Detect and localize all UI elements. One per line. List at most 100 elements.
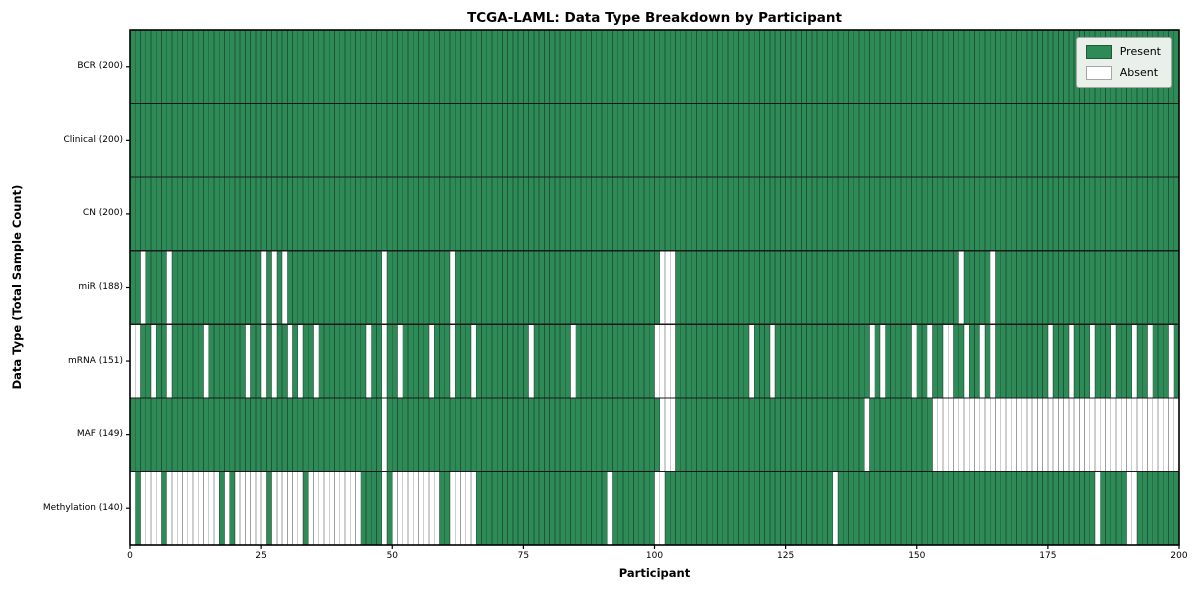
legend-entry-absent: Absent xyxy=(1085,66,1161,80)
absent-cell xyxy=(1110,397,1117,472)
y-tick-label: miR (188) xyxy=(78,282,123,292)
absent-cell xyxy=(832,471,839,545)
absent-cell xyxy=(1131,471,1138,545)
absent-cell xyxy=(958,397,964,472)
row-0 xyxy=(130,30,1179,104)
absent-cell xyxy=(1168,324,1174,398)
x-tick-label: 125 xyxy=(777,551,795,561)
absent-cell xyxy=(927,324,933,398)
absent-cell xyxy=(449,324,456,398)
absent-cell xyxy=(271,324,277,398)
absent-cell xyxy=(470,324,477,398)
absent-cell xyxy=(187,471,193,545)
absent-cell xyxy=(261,471,267,545)
absent-cell xyxy=(1095,397,1101,472)
row-3 xyxy=(130,250,1179,325)
absent-cell xyxy=(958,250,964,325)
absent-cell xyxy=(135,324,141,398)
absent-cell xyxy=(381,397,388,472)
absent-cell xyxy=(449,250,456,325)
absent-cell xyxy=(1105,397,1111,472)
absent-cell xyxy=(995,397,1001,472)
absent-cell xyxy=(937,397,943,472)
absent-cell xyxy=(1121,397,1127,472)
absent-cell xyxy=(670,397,676,472)
absent-cell xyxy=(192,471,199,545)
absent-cell xyxy=(990,250,996,325)
absent-swatch xyxy=(1085,66,1112,80)
absent-cell xyxy=(1016,397,1022,472)
absent-cell xyxy=(1047,397,1054,472)
absent-cell xyxy=(455,471,461,545)
absent-cell xyxy=(203,471,209,545)
y-tick-label: mRNA (151) xyxy=(68,355,123,366)
absent-cell xyxy=(366,324,372,398)
absent-cell xyxy=(166,324,172,398)
absent-cell xyxy=(1084,397,1090,472)
absent-cell xyxy=(130,471,136,545)
absent-cell xyxy=(449,471,456,545)
absent-cell xyxy=(659,324,665,398)
absent-cell xyxy=(864,397,870,472)
absent-cell xyxy=(329,471,335,545)
y-tick-label: Clinical (200) xyxy=(63,134,123,145)
absent-cell xyxy=(1147,324,1153,398)
absent-cell xyxy=(245,324,251,398)
absent-cell xyxy=(407,471,414,545)
absent-cell xyxy=(670,250,676,325)
absent-cell xyxy=(428,471,435,545)
absent-cell xyxy=(282,250,288,325)
chart-title: TCGA-LAML: Data Type Breakdown by Partic… xyxy=(467,10,842,26)
absent-cell xyxy=(166,471,172,545)
absent-cell xyxy=(308,471,314,545)
absent-cell xyxy=(245,471,251,545)
absent-cell xyxy=(166,250,172,325)
absent-cell xyxy=(208,471,214,545)
absent-cell xyxy=(287,471,293,545)
absent-cell xyxy=(240,471,246,545)
absent-cell xyxy=(911,324,917,398)
row-separators xyxy=(130,103,1179,472)
absent-cell xyxy=(339,471,346,545)
absent-cell xyxy=(1110,324,1117,398)
absent-cell xyxy=(156,471,162,545)
absent-cell xyxy=(1005,397,1012,472)
absent-cell xyxy=(171,471,178,545)
absent-cell xyxy=(748,324,755,398)
absent-cell xyxy=(1100,397,1106,472)
absent-cell xyxy=(948,324,954,398)
absent-cell xyxy=(434,471,440,545)
absent-cell xyxy=(1032,397,1038,472)
row-1 xyxy=(130,103,1179,178)
absent-cell xyxy=(150,324,157,398)
absent-cell xyxy=(659,397,665,472)
absent-cell xyxy=(255,471,262,545)
row-6 xyxy=(130,471,1179,545)
legend-label-absent: Absent xyxy=(1119,66,1159,79)
absent-cell xyxy=(287,324,293,398)
x-tick-label: 50 xyxy=(386,551,399,561)
x-tick-label: 175 xyxy=(1039,551,1057,561)
absent-cell xyxy=(1047,324,1054,398)
cell-grid xyxy=(134,30,1175,545)
absent-cell xyxy=(670,324,676,398)
absent-cell xyxy=(1137,397,1143,472)
absent-cell xyxy=(528,324,534,398)
row-2 xyxy=(130,177,1179,251)
absent-cell xyxy=(953,397,959,472)
absent-cell xyxy=(1074,397,1080,472)
absent-cell xyxy=(948,397,954,472)
absent-cell xyxy=(1089,324,1096,398)
absent-cell xyxy=(381,250,388,325)
legend-entry-present: Present xyxy=(1085,45,1161,59)
absent-cell xyxy=(1163,397,1169,472)
absent-cell xyxy=(979,397,985,472)
row-4 xyxy=(130,324,1179,398)
absent-cell xyxy=(313,324,319,398)
absent-cell xyxy=(198,471,204,545)
absent-cell xyxy=(271,250,277,325)
absent-cell xyxy=(769,324,776,398)
absent-cell xyxy=(1058,397,1064,472)
absent-cell xyxy=(224,471,230,545)
